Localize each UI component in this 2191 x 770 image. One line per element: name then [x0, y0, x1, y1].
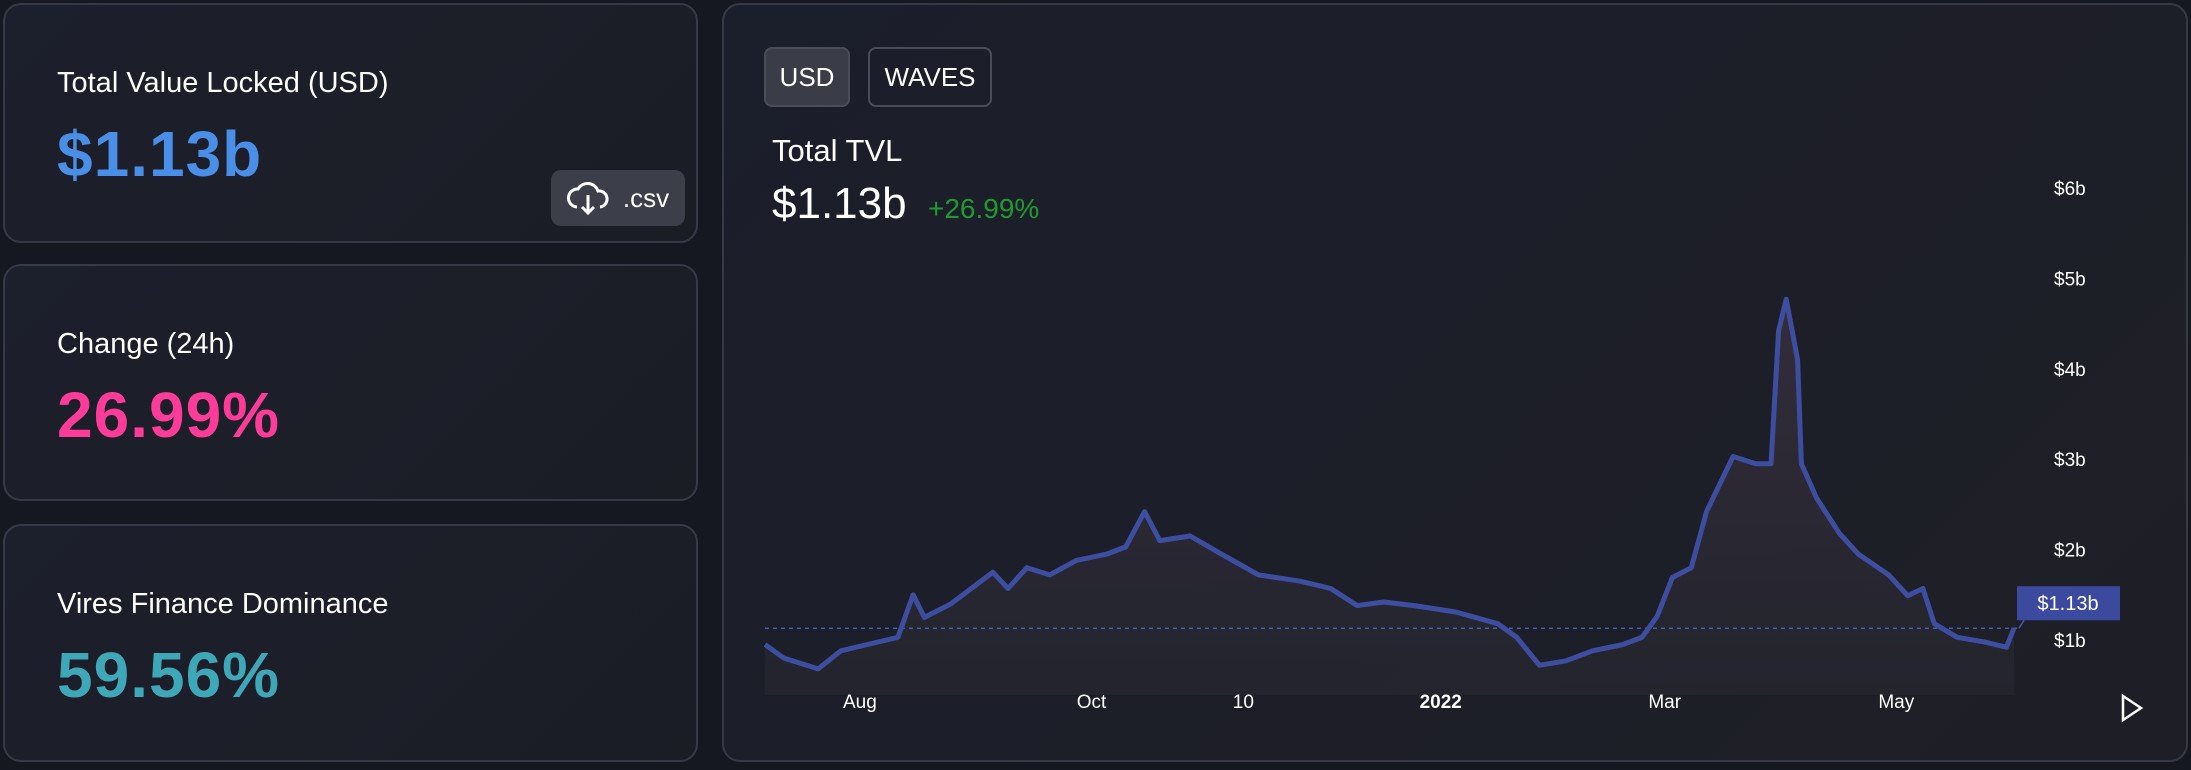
dominance-label: Vires Finance Dominance	[57, 588, 389, 620]
x-tick-label: 2022	[1420, 692, 1462, 713]
change-value: 26.99%	[57, 379, 281, 451]
x-tick-label: 10	[1233, 692, 1254, 713]
csv-download-button[interactable]: .csv	[551, 170, 685, 226]
dominance-card: Vires Finance Dominance 59.56%	[3, 524, 698, 762]
y-tick-label: $5b	[2054, 269, 2086, 290]
usd-toggle-button[interactable]: USD	[764, 47, 850, 107]
current-value-badge	[2017, 586, 2120, 621]
chart-current-value: $1.13b	[772, 179, 907, 228]
y-tick-label: $6b	[2054, 179, 2086, 200]
y-tick-label: $1b	[2054, 631, 2086, 652]
y-tick-label: $4b	[2054, 360, 2086, 381]
tvl-label: Total Value Locked (USD)	[57, 67, 389, 99]
tvl-chart[interactable]: $1b $2b $3b $4b $5b $6b Aug Oct 10 2022 Mar May $1.1…	[724, 5, 2186, 760]
chart-change: +26.99%	[928, 193, 1040, 224]
change-label: Change (24h)	[57, 328, 235, 360]
change-card: Change (24h) 26.99%	[3, 264, 698, 501]
cloud-download-icon	[566, 182, 609, 216]
waves-toggle-button[interactable]: WAVES	[868, 47, 992, 107]
tvl-card: Total Value Locked (USD) $1.13b .csv	[3, 3, 698, 243]
chart-title: Total TVL	[772, 133, 903, 168]
x-tick-label: Aug	[843, 692, 877, 713]
dominance-value: 59.56%	[57, 639, 281, 711]
x-tick-label: May	[1878, 692, 1914, 713]
play-icon[interactable]	[2119, 693, 2145, 723]
csv-label: .csv	[622, 182, 670, 213]
series-line	[763, 296, 2017, 672]
tvl-chart-panel: USD WAVES Total TVL $1.13b +26.99% $1b $2…	[722, 3, 2188, 762]
x-tick-label: Mar	[1648, 692, 1681, 713]
tvl-value: $1.13b	[57, 118, 263, 190]
y-tick-label: $3b	[2054, 450, 2086, 471]
current-value-connector	[2018, 619, 2025, 629]
y-tick-label: $2b	[2054, 541, 2086, 562]
area-fill	[765, 299, 2014, 695]
x-tick-label: Oct	[1077, 692, 1107, 713]
current-value-label: $1.13b	[2037, 593, 2098, 615]
